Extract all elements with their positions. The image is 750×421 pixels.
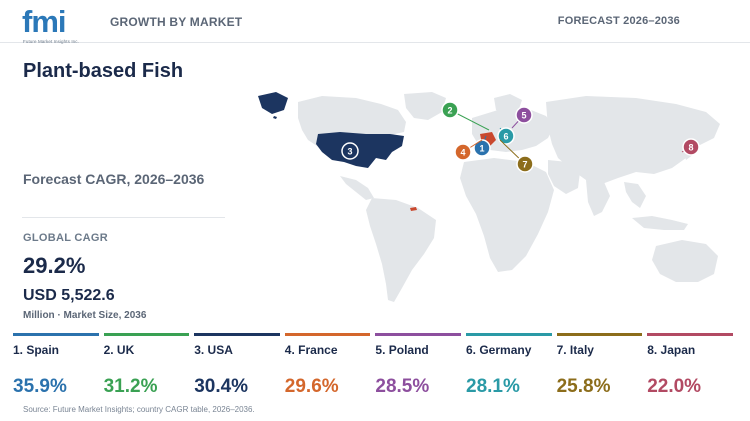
country-cagr-value: 22.0%: [647, 376, 702, 397]
alaska-highlight: [258, 92, 288, 114]
forecast-label: FORECAST 2026–2036: [557, 15, 680, 27]
country-color-bar: [375, 333, 461, 336]
country-label: 7. Italy: [556, 343, 594, 357]
map-marker-poland: [515, 106, 533, 124]
country-column-italy: 7. Italy 25.8%: [556, 333, 643, 398]
country-label: 1. Spain: [13, 343, 60, 357]
country-column-japan: 8. Japan 22.0%: [647, 333, 733, 398]
map-marker-rank: 5: [521, 111, 526, 121]
country-color-bar: [647, 333, 733, 336]
country-label: 2. UK: [103, 343, 135, 357]
country-column-poland: 5. Poland 28.5%: [375, 333, 461, 398]
map-marker-japan: [682, 138, 700, 156]
country-column-germany: 6. Germany 28.1%: [466, 333, 552, 398]
page-title: Plant-based Fish: [23, 60, 184, 82]
greenland-land: [404, 92, 446, 120]
logo-text: fmi: [22, 4, 66, 39]
map-marker-rank: 4: [460, 148, 465, 158]
map-markers: 1 2 3 4 5 6 7 8: [341, 101, 700, 173]
southeast-asia-land: [624, 182, 646, 208]
caribbean-highlight: [410, 207, 417, 211]
africa-land: [460, 158, 554, 272]
country-column-france: 4. France 29.6%: [284, 333, 371, 398]
middle-east-land: [548, 160, 580, 194]
india-land: [586, 180, 610, 216]
country-color-bar: [103, 333, 190, 336]
country-label: 6. Germany: [466, 343, 532, 357]
country-label: 8. Japan: [647, 343, 696, 357]
fmi-logo[interactable]: fmi Future Market Insights Inc.: [22, 4, 94, 46]
south-america-land: [366, 198, 436, 302]
forecast-subtitle: Forecast CAGR, 2026–2036: [23, 171, 205, 187]
indonesia-land: [632, 216, 688, 230]
map-land: [298, 92, 720, 302]
global-cagr-label: GLOBAL CAGR: [23, 232, 108, 244]
country-color-bar: [194, 333, 280, 336]
country-cagr-value: 31.2%: [103, 376, 158, 397]
map-marker-rank: 2: [447, 106, 452, 116]
country-color-bar: [466, 333, 552, 336]
country-color-bar: [284, 333, 371, 336]
market-size-unit: Million · Market Size, 2036: [23, 310, 147, 321]
map-marker-rank: 1: [479, 144, 484, 154]
section-label: GROWTH BY MARKET: [110, 15, 243, 29]
country-label: 5. Poland: [375, 343, 429, 357]
country-cagr-value: 28.1%: [466, 376, 520, 397]
central-america-land: [340, 176, 374, 200]
map-marker-rank: 8: [688, 143, 693, 153]
country-cagr-value: 25.8%: [556, 376, 611, 397]
map-marker-usa: [341, 142, 359, 160]
source-note: Source: Future Market Insights; country …: [23, 405, 255, 414]
country-column-usa: 3. USA 30.4%: [194, 333, 280, 398]
hawaii-highlight: [273, 116, 277, 119]
global-cagr-value: 29.2%: [23, 253, 86, 278]
country-color-bar: [13, 333, 99, 336]
map-marker-rank: 7: [522, 160, 527, 170]
map-marker-italy: [516, 155, 534, 173]
country-column-spain: 1. Spain 35.9%: [13, 333, 99, 398]
map-marker-rank: 3: [347, 147, 352, 157]
scandinavia-land: [494, 94, 522, 116]
country-label: 3. USA: [194, 343, 233, 357]
country-cagr-value: 30.4%: [194, 376, 249, 397]
world-map: 1 2 3 4 5 6 7 8: [258, 92, 720, 302]
country-cagr-value: 28.5%: [375, 376, 430, 397]
country-cagr-value: 35.9%: [13, 376, 67, 397]
market-size-value: USD 5,522.6: [23, 287, 115, 304]
header: fmi Future Market Insights Inc. GROWTH B…: [0, 0, 750, 46]
country-color-bar: [556, 333, 643, 336]
country-label: 4. France: [284, 343, 338, 357]
map-marker-germany: [497, 127, 515, 145]
country-column-uk: 2. UK 31.2%: [103, 333, 190, 398]
map-marker-rank: 6: [503, 132, 508, 142]
divider: [22, 217, 225, 218]
country-cagr-value: 29.6%: [284, 376, 339, 397]
map-marker-uk: [441, 101, 459, 119]
asia-land: [546, 96, 720, 184]
country-cagr-row: 1. Spain 35.9% 2. UK 31.2% 3. USA 30.4% 4. Fra…: [0, 333, 750, 398]
logo-subtext: Future Market Insights Inc.: [23, 39, 79, 44]
map-marker-france: [454, 143, 472, 161]
usa-highlight: [316, 132, 404, 168]
australia-land: [652, 240, 718, 282]
